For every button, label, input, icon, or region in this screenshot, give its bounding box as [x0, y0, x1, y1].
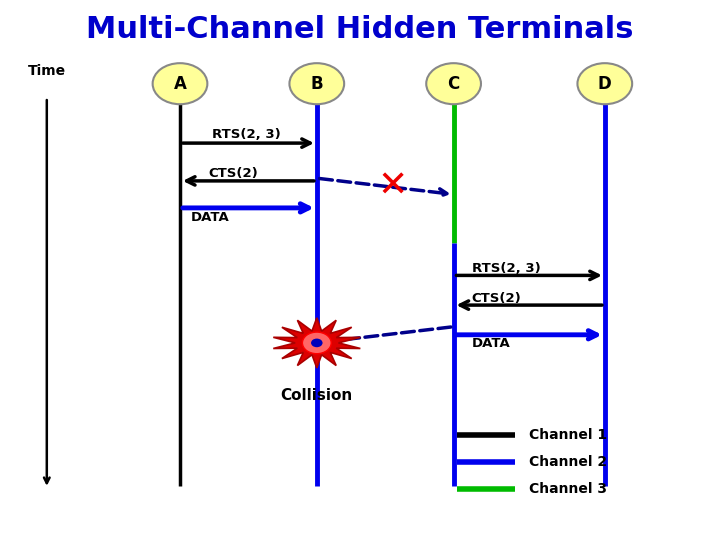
- Circle shape: [577, 63, 632, 104]
- Text: Channel 3: Channel 3: [529, 482, 607, 496]
- Text: RTS(2, 3): RTS(2, 3): [212, 129, 281, 141]
- Text: Multi-Channel Hidden Terminals: Multi-Channel Hidden Terminals: [86, 15, 634, 44]
- Text: Channel 2: Channel 2: [529, 455, 608, 469]
- Circle shape: [311, 339, 323, 347]
- Polygon shape: [274, 318, 360, 368]
- Circle shape: [426, 63, 481, 104]
- Text: CTS(2): CTS(2): [209, 167, 258, 180]
- Text: B: B: [310, 75, 323, 93]
- Text: C: C: [447, 75, 460, 93]
- Text: Time: Time: [28, 64, 66, 78]
- Circle shape: [302, 332, 331, 354]
- Text: CTS(2): CTS(2): [472, 292, 521, 305]
- Text: Channel 1: Channel 1: [529, 428, 608, 442]
- Circle shape: [289, 63, 344, 104]
- Text: D: D: [598, 75, 612, 93]
- Text: ✕: ✕: [377, 170, 408, 203]
- Text: DATA: DATA: [191, 211, 230, 224]
- Text: Collision: Collision: [281, 388, 353, 403]
- Circle shape: [153, 63, 207, 104]
- Text: RTS(2, 3): RTS(2, 3): [472, 262, 540, 275]
- Text: DATA: DATA: [472, 338, 510, 350]
- Text: A: A: [174, 75, 186, 93]
